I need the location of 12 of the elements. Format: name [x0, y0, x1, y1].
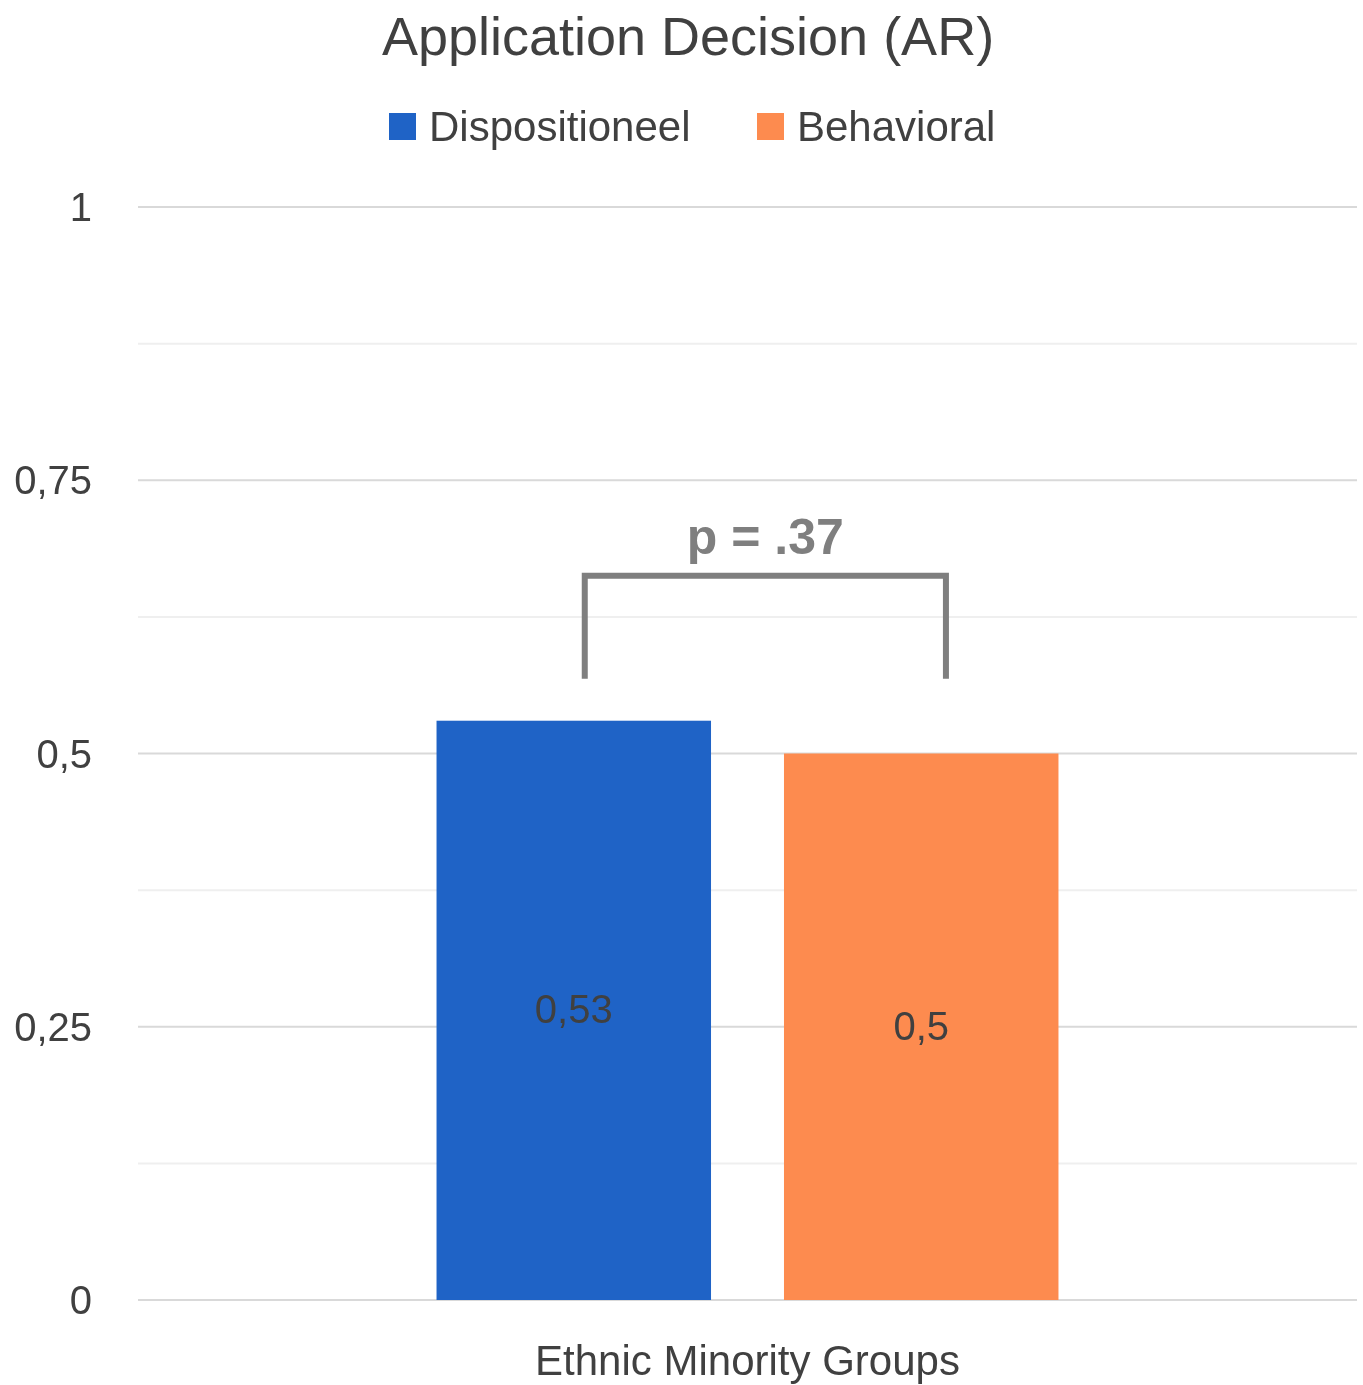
data-label: 0,5: [893, 1003, 950, 1048]
y-tick-label: 0: [69, 1278, 92, 1322]
legend-label: Behavioral: [797, 103, 996, 150]
y-tick-label: 1: [69, 185, 92, 229]
y-tick-label: 0,5: [36, 731, 92, 776]
chart-title: Application Decision (AR): [381, 6, 995, 66]
y-tick-label: 0,75: [14, 458, 92, 503]
annotation: p = .37: [686, 508, 844, 565]
legend-label: Dispositioneel: [429, 103, 691, 150]
data-label: 0,53: [534, 987, 613, 1032]
y-tick-label: 0,25: [14, 1004, 92, 1049]
x-tick-label: Ethnic Minority Groups: [535, 1337, 960, 1384]
